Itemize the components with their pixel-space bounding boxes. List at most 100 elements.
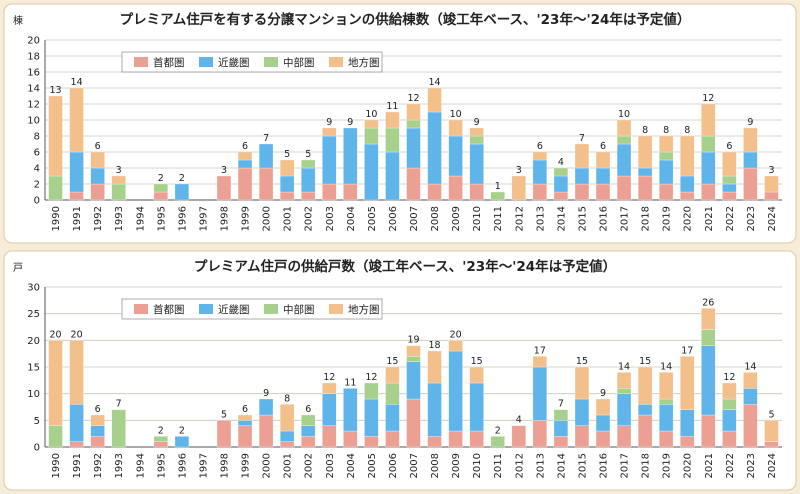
bar-segment-regional	[658, 135, 674, 153]
bar-segment-capital	[258, 167, 274, 201]
x-tick-label: 2008	[430, 453, 441, 478]
bar-segment-capital	[153, 191, 169, 201]
bar-total-label: 20	[49, 329, 61, 340]
bar-total-label: 14	[744, 361, 756, 372]
bar-total-label: 9	[263, 388, 269, 399]
bar-segment-kinki	[69, 404, 84, 442]
x-tick-label: 2013	[535, 453, 546, 478]
bar-segment-capital	[364, 436, 379, 448]
bar-segment-chubu	[153, 183, 169, 193]
x-tick-label: 2010	[472, 453, 483, 478]
x-tick-label: 2001	[283, 206, 294, 231]
bar-segment-regional	[722, 151, 737, 177]
x-tick-label: 2005	[367, 206, 378, 231]
bar-segment-capital	[701, 183, 716, 201]
chart-units: プレミアム住戸の供給戸数（竣工年ベース、'23年～'24年は予定値） 戸 0 5 10 1…	[3, 250, 797, 491]
bar-segment-regional	[722, 382, 737, 400]
x-tick-label: 2004	[346, 206, 357, 231]
bar-segment-chubu	[722, 175, 737, 185]
legend-label: 中部圏	[283, 303, 315, 316]
y-axis-unit-label: 戸	[13, 262, 23, 274]
bar-segment-capital	[69, 441, 84, 448]
x-tick-label: 2010	[472, 206, 483, 231]
bar-segment-kinki	[553, 175, 569, 193]
bar-segment-regional	[48, 340, 63, 426]
bar-segment-kinki	[553, 420, 569, 437]
bar-segment-capital	[90, 436, 105, 448]
bar-segment-kinki	[364, 398, 379, 437]
x-tick-label: 2011	[493, 453, 504, 478]
bar-segment-regional	[680, 356, 695, 410]
legend-box	[121, 51, 383, 73]
bar-segment-chubu	[553, 167, 569, 177]
legend: 首都圏 近畿圏 中部圏 地方圏	[121, 51, 383, 73]
bar-total-label: 14	[660, 361, 672, 372]
x-tick-label: 2011	[493, 206, 504, 231]
bar-segment-capital	[469, 183, 484, 201]
bar-segment-capital	[553, 191, 569, 201]
bar-segment-kinki	[637, 404, 653, 416]
bar-segment-regional	[743, 372, 758, 389]
bar-total-label: 7	[579, 133, 585, 144]
x-tick-label: 2016	[599, 206, 610, 231]
bar-segment-regional	[279, 159, 295, 177]
bar-segment-kinki	[743, 151, 758, 169]
bar-segment-regional	[427, 350, 442, 384]
legend-label: 首都圏	[153, 56, 185, 69]
legend-swatch-chubu	[264, 57, 278, 67]
bar-total-label: 12	[407, 93, 419, 104]
bar-segment-chubu	[48, 175, 63, 201]
legend-swatch-kinki	[199, 57, 213, 67]
x-tick-label: 2017	[620, 206, 631, 231]
y-tick-label: 10	[27, 389, 40, 400]
bar-segment-kinki	[701, 151, 716, 185]
x-tick-label: 2020	[683, 453, 694, 478]
x-tick-label: 2019	[662, 206, 673, 231]
bar-segment-chubu	[111, 409, 126, 448]
bar-segment-capital	[532, 183, 548, 201]
bar-segment-kinki	[427, 111, 442, 185]
bar-segment-kinki	[448, 135, 463, 177]
bar-total-label: 6	[537, 141, 543, 152]
bar-segment-chubu	[701, 135, 716, 153]
chart-buildings: プレミアム住戸を有する分譲マンションの供給棟数（竣工年ベース、'23年～'24年…	[3, 3, 797, 244]
y-tick-label: 6	[34, 148, 40, 159]
bar-segment-regional	[616, 372, 632, 389]
x-tick-label: 2003	[325, 206, 336, 231]
y-tick-label: 12	[27, 100, 40, 111]
bar-segment-kinki	[279, 430, 295, 442]
bar-segment-capital	[427, 183, 442, 201]
bar-segment-chubu	[301, 159, 316, 169]
x-tick-label: 1996	[177, 453, 188, 478]
bar-segment-capital	[722, 191, 737, 201]
x-tick-label: 2006	[388, 453, 399, 478]
legend-label: 中部圏	[283, 56, 315, 69]
bar-segment-capital	[680, 191, 695, 201]
x-tick-label: 2019	[662, 453, 673, 478]
x-tick-label: 2024	[767, 453, 778, 478]
x-tick-label: 2009	[451, 453, 462, 478]
bar-segment-chubu	[153, 436, 169, 442]
bar-segment-kinki	[322, 393, 337, 426]
x-tick-label: 2006	[388, 206, 399, 231]
x-tick-label: 2000	[262, 453, 273, 478]
bar-segment-regional	[279, 404, 295, 432]
bar-total-label: 3	[221, 165, 227, 176]
bar-segment-kinki	[722, 409, 737, 432]
y-tick-label: 0	[34, 443, 40, 454]
y-tick-label: 18	[27, 52, 40, 63]
bar-segment-regional	[237, 151, 253, 161]
bar-total-label: 2	[158, 173, 164, 184]
bar-segment-regional	[69, 340, 84, 405]
bar-total-label: 2	[179, 173, 185, 184]
bar-segment-chubu	[301, 414, 316, 426]
bar-total-label: 18	[429, 340, 441, 351]
legend-swatch-regional	[329, 304, 343, 314]
x-tick-label: 1998	[219, 453, 230, 478]
bar-total-label: 15	[386, 356, 398, 367]
bar-segment-capital	[279, 441, 295, 448]
bar-total-label: 9	[347, 117, 353, 128]
x-tick-label: 1995	[156, 206, 167, 231]
bar-total-label: 11	[344, 377, 356, 388]
x-tick-label: 1997	[198, 206, 209, 231]
